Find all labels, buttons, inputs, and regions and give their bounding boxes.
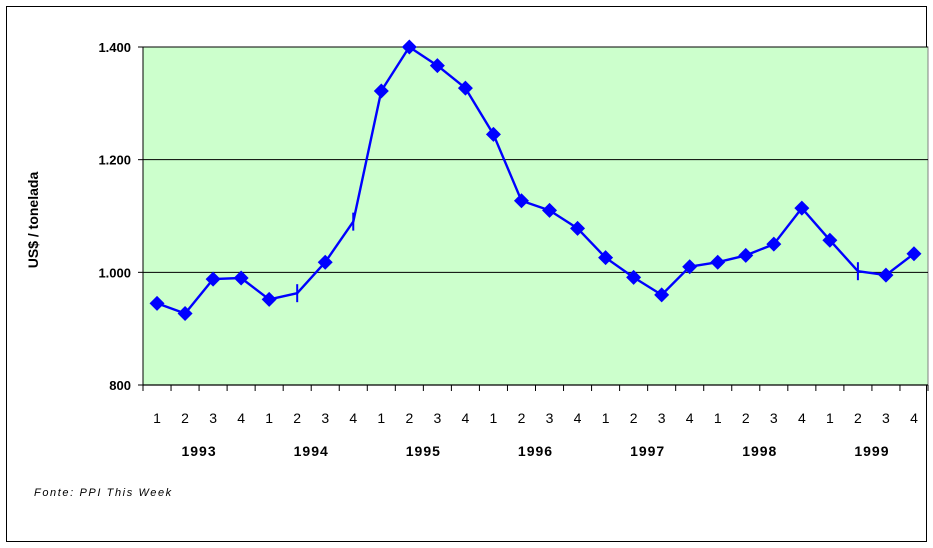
year-label: 1996	[518, 443, 553, 459]
data-point	[626, 269, 642, 285]
data-point	[485, 126, 501, 142]
data-point	[878, 267, 894, 283]
data-point	[654, 287, 670, 303]
y-axis-label: US$ / tonelada	[25, 172, 41, 269]
y-axis-ticks: 800 1.000 1.200 1.400	[98, 40, 144, 393]
year-label: 1993	[181, 443, 216, 459]
quarter-label: 3	[658, 410, 666, 426]
year-label: 1997	[630, 443, 665, 459]
data-point	[261, 291, 277, 307]
series-line	[149, 39, 922, 321]
data-point	[373, 83, 389, 99]
data-point	[598, 250, 614, 266]
quarter-label: 3	[882, 410, 890, 426]
quarter-label: 3	[321, 410, 329, 426]
quarter-label: 2	[181, 410, 189, 426]
data-point	[570, 220, 586, 236]
data-point	[766, 236, 782, 252]
data-point	[457, 80, 473, 96]
x-axis: 1 2 3 4 1 2 3 4 1 2 3 4 1 2 3 4 1 2 3 4 1 2 3 4 1 2 3 4 1993 1994 1995…	[142, 384, 929, 459]
data-point	[710, 254, 726, 270]
quarter-label: 3	[546, 410, 554, 426]
data-point	[429, 58, 445, 74]
grid-lines	[143, 46, 928, 273]
data-point	[205, 271, 221, 287]
quarter-label: 2	[405, 410, 413, 426]
quarter-label: 1	[377, 410, 385, 426]
quarter-label: 3	[770, 410, 778, 426]
y-tick-label: 1.200	[98, 153, 131, 168]
year-label: 1998	[742, 443, 777, 459]
y-tick-label: 1.000	[98, 265, 131, 280]
year-label: 1995	[406, 443, 441, 459]
quarter-label: 4	[686, 410, 694, 426]
data-point	[906, 246, 922, 262]
data-point	[401, 39, 417, 55]
series-path	[156, 45, 915, 315]
data-point	[513, 193, 529, 209]
quarter-label: 4	[798, 410, 806, 426]
quarter-label: 1	[826, 410, 834, 426]
quarter-label: 3	[433, 410, 441, 426]
quarter-label: 3	[209, 410, 217, 426]
quarter-label: 4	[462, 410, 470, 426]
y-tick-label: 800	[109, 378, 131, 393]
year-label: 1994	[294, 443, 329, 459]
data-point	[317, 254, 333, 270]
source-note: Fonte: PPI This Week	[34, 487, 173, 499]
quarter-label: 2	[854, 410, 862, 426]
quarter-label: 1	[153, 410, 161, 426]
quarter-label: 1	[265, 410, 273, 426]
data-point	[149, 295, 165, 311]
year-label: 1999	[854, 443, 889, 459]
data-point	[822, 232, 838, 248]
data-point	[738, 247, 754, 263]
data-point	[177, 305, 193, 321]
y-tick-label: 1.400	[98, 40, 131, 55]
quarter-label: 1	[602, 410, 610, 426]
data-point	[794, 200, 810, 216]
quarter-label: 1	[714, 410, 722, 426]
data-point	[682, 259, 698, 275]
quarter-label: 4	[349, 410, 357, 426]
quarter-label: 2	[518, 410, 526, 426]
quarter-label: 2	[293, 410, 301, 426]
quarter-label: 4	[237, 410, 245, 426]
quarter-label: 2	[742, 410, 750, 426]
data-point	[542, 202, 558, 218]
quarter-label: 2	[630, 410, 638, 426]
quarter-label: 1	[490, 410, 498, 426]
quarter-label: 4	[910, 410, 918, 426]
quarter-label: 4	[574, 410, 582, 426]
data-point	[233, 270, 249, 286]
